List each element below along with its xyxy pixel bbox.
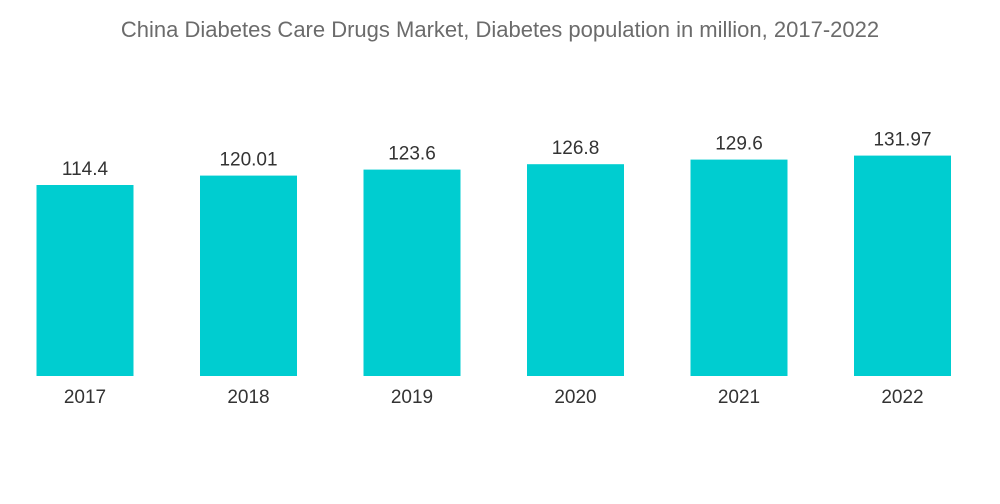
bar-2017 [36,185,134,376]
bar-2020 [527,164,624,376]
data-label-2018: 120.01 [219,150,277,171]
data-label-2017: 114.4 [62,159,109,180]
data-label-2022: 131.97 [873,130,931,151]
bar-2019 [363,169,461,376]
chart-title: China Diabetes Care Drugs Market, Diabet… [120,17,880,42]
bar-2018 [200,175,297,376]
x-tick-label-2017: 2017 [64,387,106,408]
x-tick-label-2019: 2019 [391,387,433,408]
x-tick-label-2018: 2018 [227,387,269,408]
data-label-2021: 129.6 [715,134,763,155]
bar-2021 [690,159,788,376]
data-label-2020: 126.8 [552,138,600,159]
x-tick-label-2021: 2021 [718,387,760,408]
x-tick-label-2020: 2020 [554,387,596,408]
data-label-2019: 123.6 [388,144,436,165]
bar-2022 [854,155,951,376]
x-tick-label-2022: 2022 [881,387,923,408]
